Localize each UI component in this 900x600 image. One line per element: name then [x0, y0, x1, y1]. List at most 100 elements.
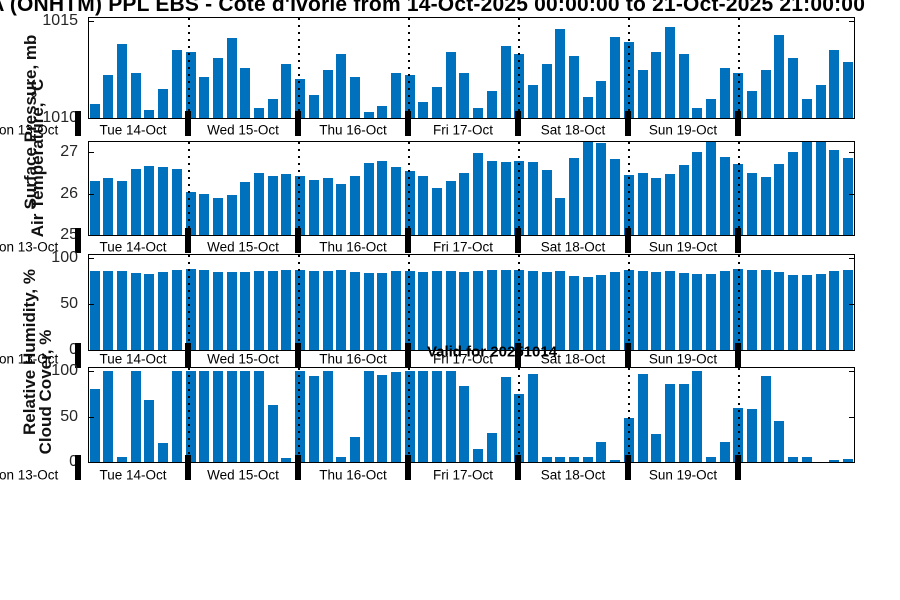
bar	[829, 149, 840, 235]
bar	[582, 142, 593, 235]
day-label: Fri 17-Oct	[432, 351, 494, 366]
day-label: Tue 14-Oct	[99, 122, 167, 137]
bar	[651, 178, 662, 235]
day-boundary-tick	[295, 228, 301, 253]
y-tick-mark	[89, 350, 94, 351]
day-boundary-tick	[75, 455, 81, 480]
bar	[664, 383, 675, 462]
day-label: Sun 19-Oct	[648, 351, 718, 366]
bar	[459, 172, 470, 235]
bar	[240, 371, 251, 462]
bar	[788, 457, 799, 462]
bar	[473, 270, 484, 350]
bar	[185, 371, 196, 462]
day-label: Sat 18-Oct	[540, 239, 606, 255]
bar	[445, 270, 456, 350]
day-divider-dotted-line	[188, 142, 190, 235]
day-boundary-tick	[405, 228, 411, 253]
bar	[349, 77, 360, 118]
day-label: Tue 14-Oct	[99, 467, 167, 482]
bar	[719, 67, 730, 118]
bar	[582, 457, 593, 462]
day-divider-dotted-line	[298, 255, 300, 350]
bar	[322, 371, 333, 462]
bar	[171, 269, 182, 350]
subplot-2-axes	[88, 141, 855, 236]
bar	[692, 108, 703, 118]
y-tick-label: 50	[60, 295, 78, 312]
bar	[774, 164, 785, 235]
day-divider-dotted-line	[518, 368, 520, 462]
bar	[801, 274, 812, 350]
bar	[842, 158, 853, 235]
bar	[678, 165, 689, 235]
day-label-mon-13-oct: Mon 13-Oct	[0, 351, 59, 366]
day-divider-dotted-line	[518, 142, 520, 235]
bar	[541, 63, 552, 118]
bar	[117, 456, 128, 462]
y-tick-mark	[89, 462, 94, 463]
bar	[815, 85, 826, 118]
bar	[678, 383, 689, 462]
bar	[678, 272, 689, 350]
bar	[473, 153, 484, 235]
y-tick-label: 1015	[42, 11, 78, 29]
bar	[226, 194, 237, 235]
y-tick-label: 0	[69, 453, 78, 470]
bar	[363, 371, 374, 462]
bar	[747, 90, 758, 118]
day-label: Wed 15-Oct	[207, 122, 279, 137]
bar	[212, 271, 223, 350]
bar	[254, 108, 265, 118]
bar	[637, 373, 648, 462]
bar	[226, 371, 237, 462]
y-tick-label: 50	[60, 407, 78, 425]
bar	[308, 270, 319, 350]
bar	[199, 269, 210, 350]
bar	[281, 269, 292, 350]
day-boundary-tick	[185, 343, 191, 368]
bar	[842, 459, 853, 462]
bar	[432, 188, 443, 235]
y-tick-label: 100	[51, 249, 78, 266]
y-tick-mark	[849, 371, 854, 372]
day-label: Sat 18-Oct	[540, 467, 606, 482]
bar	[295, 269, 306, 350]
y-tick-label: 27	[60, 143, 78, 160]
bar	[774, 421, 785, 462]
bar	[774, 34, 785, 118]
bar	[240, 67, 251, 118]
bar	[610, 460, 621, 462]
bar	[254, 172, 265, 235]
day-divider-dotted-line	[298, 368, 300, 462]
bar	[842, 269, 853, 350]
bar	[432, 270, 443, 350]
bar	[760, 376, 771, 462]
bar	[774, 271, 785, 350]
bar	[747, 409, 758, 462]
bar	[432, 371, 443, 462]
bar	[199, 77, 210, 118]
day-label: Thu 16-Oct	[319, 239, 387, 255]
bar	[117, 181, 128, 235]
day-divider-dotted-line	[628, 18, 630, 118]
day-label: Wed 15-Oct	[207, 351, 279, 366]
bar	[418, 371, 429, 462]
bar	[130, 272, 141, 350]
bar	[801, 457, 812, 462]
day-label: Fri 17-Oct	[432, 467, 494, 482]
bar	[254, 371, 265, 462]
y-tick-mark	[849, 193, 854, 195]
bar	[719, 441, 730, 462]
bar	[267, 175, 278, 235]
day-boundary-tick	[75, 228, 81, 253]
bar	[254, 270, 265, 350]
y-tick-mark	[89, 20, 94, 22]
bar	[281, 173, 292, 235]
bar	[144, 273, 155, 350]
bar	[651, 433, 662, 462]
day-label: Fri 17-Oct	[432, 239, 494, 255]
bar	[815, 142, 826, 235]
bar	[377, 106, 388, 118]
bar	[445, 371, 456, 462]
